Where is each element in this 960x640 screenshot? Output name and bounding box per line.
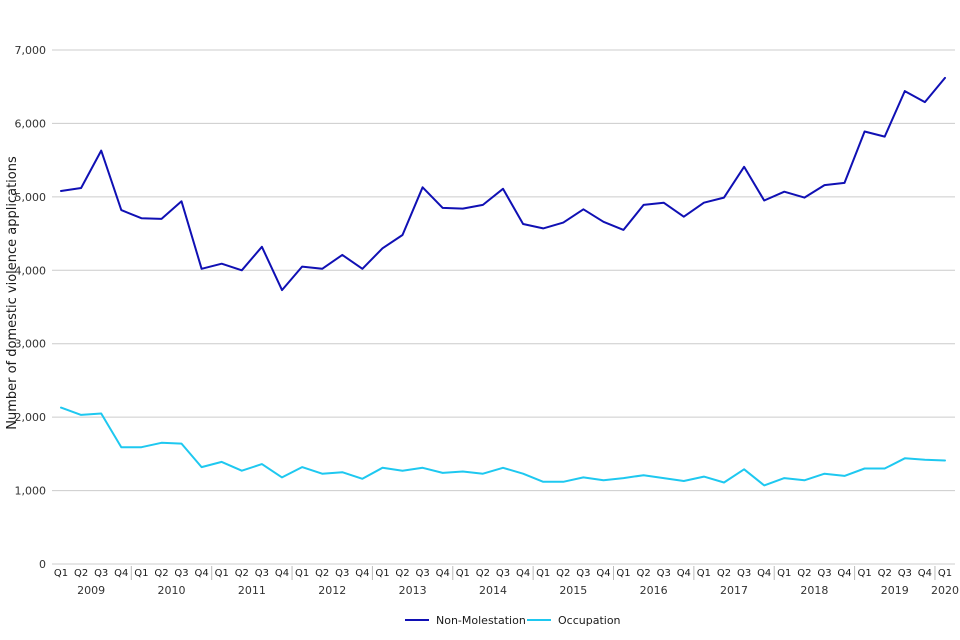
x-tick-label: Q2	[797, 568, 811, 579]
year-label: 2017	[720, 584, 748, 597]
x-tick-label: Q3	[817, 568, 831, 579]
x-tick-label: Q3	[174, 568, 188, 579]
x-tick-label: Q3	[576, 568, 590, 579]
year-label: 2014	[479, 584, 507, 597]
x-tick-label: Q1	[697, 568, 711, 579]
x-tick-label: Q4	[596, 568, 610, 579]
x-tick-label: Q1	[134, 568, 148, 579]
x-tick-label: Q1	[858, 568, 872, 579]
x-tick-label: Q3	[898, 568, 912, 579]
x-tick-label: Q1	[616, 568, 630, 579]
y-tick-label: 2,000	[15, 411, 47, 424]
x-tick-label: Q1	[456, 568, 470, 579]
x-tick-label: Q4	[837, 568, 851, 579]
gridlines	[52, 49, 955, 565]
series-line-occupation	[60, 406, 946, 487]
year-label: 2015	[559, 584, 587, 597]
x-tick-label: Q4	[918, 568, 932, 579]
x-tick-label: Q2	[395, 568, 409, 579]
x-tick-label: Q2	[74, 568, 88, 579]
x-tick-label: Q4	[677, 568, 691, 579]
x-tick-label: Q1	[54, 568, 68, 579]
legend-item-non-molestation: Non-Molestation	[405, 614, 526, 627]
x-tick-label: Q2	[556, 568, 570, 579]
x-tick-label: Q2	[476, 568, 490, 579]
x-tick-label: Q1	[295, 568, 309, 579]
year-label: 2011	[238, 584, 266, 597]
x-tick-label: Q4	[436, 568, 450, 579]
year-label: 2012	[318, 584, 346, 597]
y-axis-title: Number of domestic violence applications	[5, 156, 20, 430]
y-axis-ticks: 0 1,000 2,000 3,000 4,000 5,000 6,000 7,000	[15, 44, 47, 571]
legend-label: Occupation	[558, 614, 621, 627]
y-tick-label: 4,000	[15, 264, 47, 277]
y-tick-label: 3,000	[15, 338, 47, 351]
x-tick-label: Q4	[275, 568, 289, 579]
x-tick-label: Q2	[315, 568, 329, 579]
x-tick-label: Q1	[536, 568, 550, 579]
x-tick-label: Q1	[777, 568, 791, 579]
series-lines	[60, 76, 946, 487]
legend-label: Non-Molestation	[436, 614, 526, 627]
x-tick-label: Q3	[94, 568, 108, 579]
y-tick-label: 0	[39, 558, 46, 571]
x-tick-label: Q1	[215, 568, 229, 579]
year-label: 2009	[77, 584, 105, 597]
year-label: 2020	[931, 584, 959, 597]
x-tick-label: Q3	[737, 568, 751, 579]
x-tick-label: Q3	[255, 568, 269, 579]
legend-item-occupation: Occupation	[527, 614, 621, 627]
x-tick-label: Q4	[516, 568, 530, 579]
year-label: 2018	[800, 584, 828, 597]
year-label: 2010	[158, 584, 186, 597]
x-tick-label: Q4	[757, 568, 771, 579]
y-tick-label: 1,000	[15, 485, 47, 498]
x-tick-label: Q2	[235, 568, 249, 579]
x-tick-label: Q4	[355, 568, 369, 579]
year-label: 2019	[881, 584, 909, 597]
x-tick-label: Q1	[375, 568, 389, 579]
x-tick-label: Q2	[878, 568, 892, 579]
year-label: 2016	[640, 584, 668, 597]
y-tick-label: 6,000	[15, 117, 47, 130]
x-tick-label: Q3	[416, 568, 430, 579]
x-tick-label: Q2	[637, 568, 651, 579]
series-line-non-molestation	[60, 76, 946, 292]
y-tick-label: 5,000	[15, 191, 47, 204]
legend: Non-Molestation Occupation	[405, 614, 621, 627]
x-tick-label: Q4	[114, 568, 128, 579]
x-tick-label: Q4	[195, 568, 209, 579]
x-tick-label: Q3	[657, 568, 671, 579]
x-axis-ticks: Q1 Q2 Q3 Q4 Q1 Q2 Q3 Q4 Q1 Q2 Q3 Q4 Q1 Q2 Q3 Q4 Q1 Q2 Q3 Q4…	[54, 566, 959, 597]
x-tick-label: Q3	[496, 568, 510, 579]
x-tick-label: Q3	[335, 568, 349, 579]
year-label: 2013	[399, 584, 427, 597]
x-tick-label: Q1	[938, 568, 952, 579]
y-tick-label: 7,000	[15, 44, 47, 57]
x-tick-label: Q2	[154, 568, 168, 579]
x-tick-label: Q2	[717, 568, 731, 579]
